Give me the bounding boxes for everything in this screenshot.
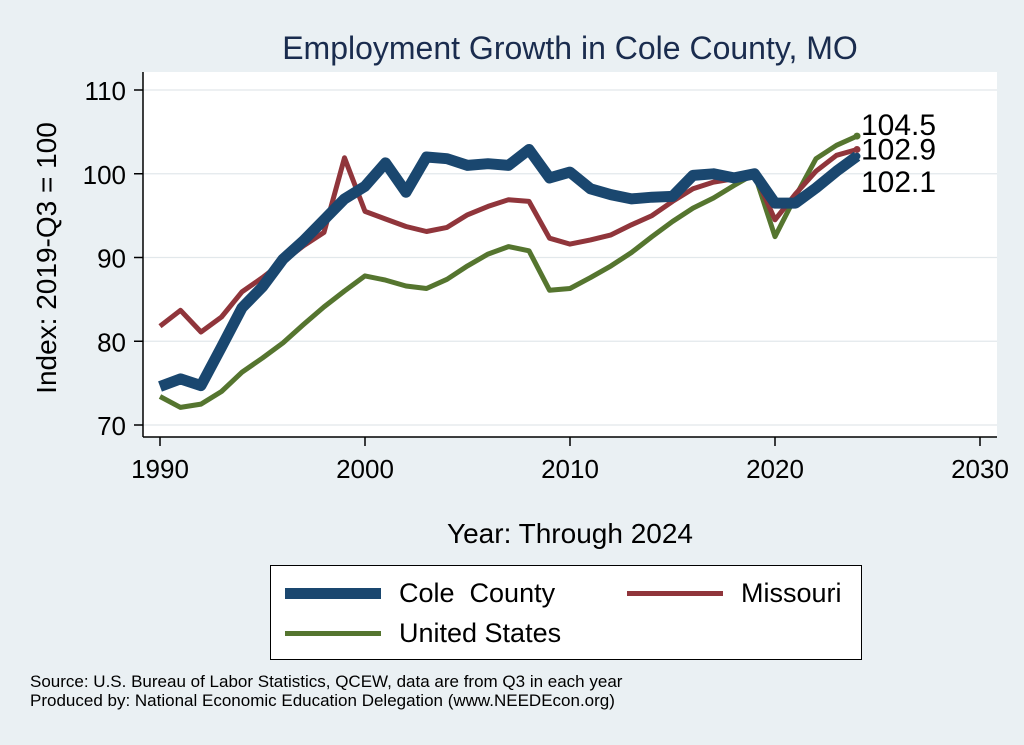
legend-label-united-states: United States xyxy=(399,618,562,648)
source-note: Source: U.S. Bureau of Labor Statistics,… xyxy=(30,672,622,710)
chart-title: Employment Growth in Cole County, MO xyxy=(282,30,858,66)
y-tick-label-100: 100 xyxy=(83,160,126,190)
y-tick-label-110: 110 xyxy=(85,76,126,106)
legend-label-missouri: Missouri xyxy=(741,578,842,608)
x-tick-label-2010: 2010 xyxy=(541,454,599,484)
axis-ticks: 70 80 90 100 110 1990 2000 2010 2020 2030 xyxy=(83,76,1009,484)
end-marker-cole-county xyxy=(853,152,861,160)
end-label-missouri: 102.9 xyxy=(861,133,936,166)
y-axis-label: Index: 2019-Q3 = 100 xyxy=(31,122,62,394)
end-label-cole-county: 102.1 xyxy=(861,166,936,199)
end-label-united-states: 104.5 xyxy=(861,109,936,142)
legend-swatch-missouri xyxy=(627,591,723,596)
x-tick-label-2030: 2030 xyxy=(951,454,1009,484)
series-line-cole-county xyxy=(158,144,861,392)
y-tick-label-70: 70 xyxy=(97,411,126,441)
end-marker-missouri xyxy=(853,145,861,153)
legend-item-cole-county: Cole County xyxy=(285,578,555,609)
legend: Cole County Missouri United States xyxy=(270,565,862,660)
y-tick-label-80: 80 xyxy=(97,327,126,357)
y-tick-label-90: 90 xyxy=(97,244,126,274)
x-tick-label-1990: 1990 xyxy=(131,454,189,484)
legend-item-united-states: United States xyxy=(285,618,561,649)
legend-swatch-cole-county xyxy=(285,588,381,599)
legend-item-missouri: Missouri xyxy=(627,578,842,609)
source-line-2: Produced by: National Economic Education… xyxy=(30,691,615,710)
legend-label-cole-county: Cole County xyxy=(399,578,556,608)
x-axis-label: Year: Through 2024 xyxy=(447,518,693,549)
x-tick-label-2000: 2000 xyxy=(336,454,394,484)
series-lines xyxy=(158,133,861,410)
x-tick-label-2020: 2020 xyxy=(746,454,804,484)
legend-swatch-united-states xyxy=(285,631,381,636)
end-marker-united-states xyxy=(853,132,861,140)
source-line-1: Source: U.S. Bureau of Labor Statistics,… xyxy=(30,672,623,691)
